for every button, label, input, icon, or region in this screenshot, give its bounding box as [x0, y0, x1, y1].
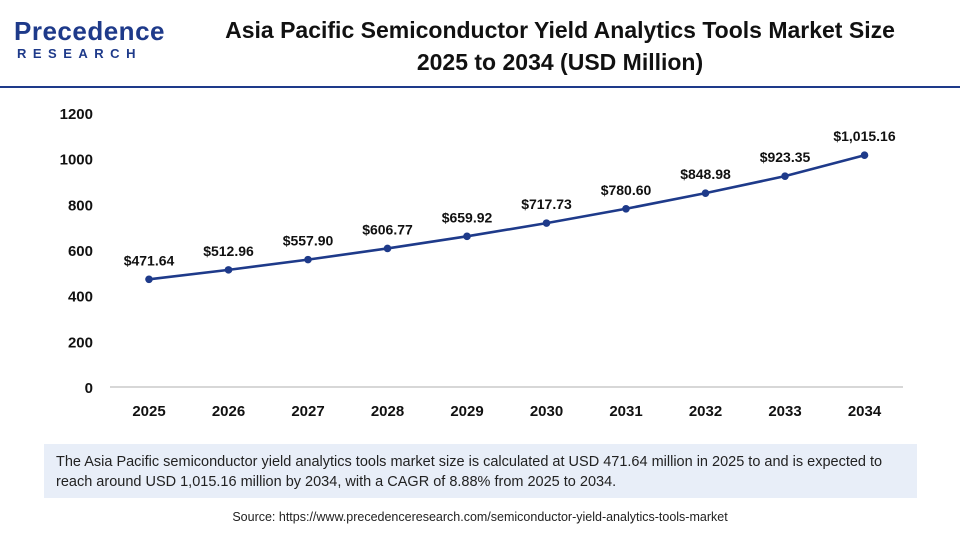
data-point: [622, 204, 630, 213]
data-point: [145, 275, 153, 284]
data-label: $557.90: [283, 233, 334, 249]
data-point: [463, 232, 471, 241]
header: Precedence RESEARCH Asia Pacific Semicon…: [0, 0, 960, 86]
header-divider: [0, 86, 960, 88]
data-label: $471.64: [124, 252, 175, 268]
x-tick-label: 2028: [371, 403, 404, 420]
chart-title-line-1: Asia Pacific Semiconductor Yield Analyti…: [225, 17, 895, 43]
data-label: $1,015.16: [833, 128, 895, 144]
y-tick-label: 400: [68, 289, 93, 306]
data-point: [224, 266, 233, 274]
y-tick-label: 0: [85, 380, 93, 397]
data-label: $606.77: [362, 221, 413, 237]
data-point: [860, 151, 869, 160]
logo-wordmark: Precedence: [14, 16, 165, 46]
data-label: $780.60: [601, 182, 652, 198]
y-tick-label: 200: [68, 334, 93, 351]
x-tick-label: 2029: [450, 403, 483, 420]
series-market-size: [145, 151, 869, 284]
series-line: [148, 153, 865, 281]
x-axis: 2025 2026 2027 2028 2029 2030 2031 2032 2033 2034: [110, 386, 903, 420]
chart-title: Asia Pacific Semiconductor Yield Analyti…: [190, 14, 930, 78]
x-tick-label: 2032: [689, 403, 722, 420]
x-tick-label: 2030: [530, 403, 563, 420]
summary-note: The Asia Pacific semiconductor yield ana…: [44, 444, 917, 498]
data-point: [542, 219, 551, 227]
data-label: $717.73: [521, 196, 572, 212]
chart-title-line-2: 2025 to 2034 (USD Million): [416, 49, 704, 75]
data-point: [304, 255, 312, 264]
data-point: [701, 189, 710, 197]
data-label: $659.92: [442, 209, 493, 225]
x-tick-label: 2027: [291, 403, 324, 420]
data-label: $923.35: [760, 149, 811, 165]
x-tick-label: 2026: [212, 403, 245, 420]
data-label: $512.96: [203, 243, 254, 259]
brand-logo: Precedence RESEARCH: [14, 16, 164, 64]
y-tick-label: 1000: [60, 152, 93, 169]
x-tick-label: 2033: [768, 403, 801, 420]
x-tick-label: 2031: [609, 403, 642, 420]
data-labels: $471.64 $512.96 $557.90 $606.77 $659.92 $717.…: [124, 128, 896, 268]
y-axis: 0 200 400 600 800 1000 1200: [60, 106, 93, 397]
x-tick-label: 2034: [848, 403, 882, 420]
data-point: [781, 172, 789, 180]
y-tick-label: 1200: [60, 106, 93, 123]
data-label: $848.98: [680, 166, 731, 182]
data-point: [383, 244, 392, 253]
logo-subtitle: RESEARCH: [17, 46, 142, 61]
y-tick-label: 600: [68, 243, 93, 260]
y-tick-label: 800: [68, 197, 93, 214]
source-text: Source: https://www.precedenceresearch.c…: [232, 510, 728, 524]
x-tick-label: 2025: [132, 403, 165, 420]
